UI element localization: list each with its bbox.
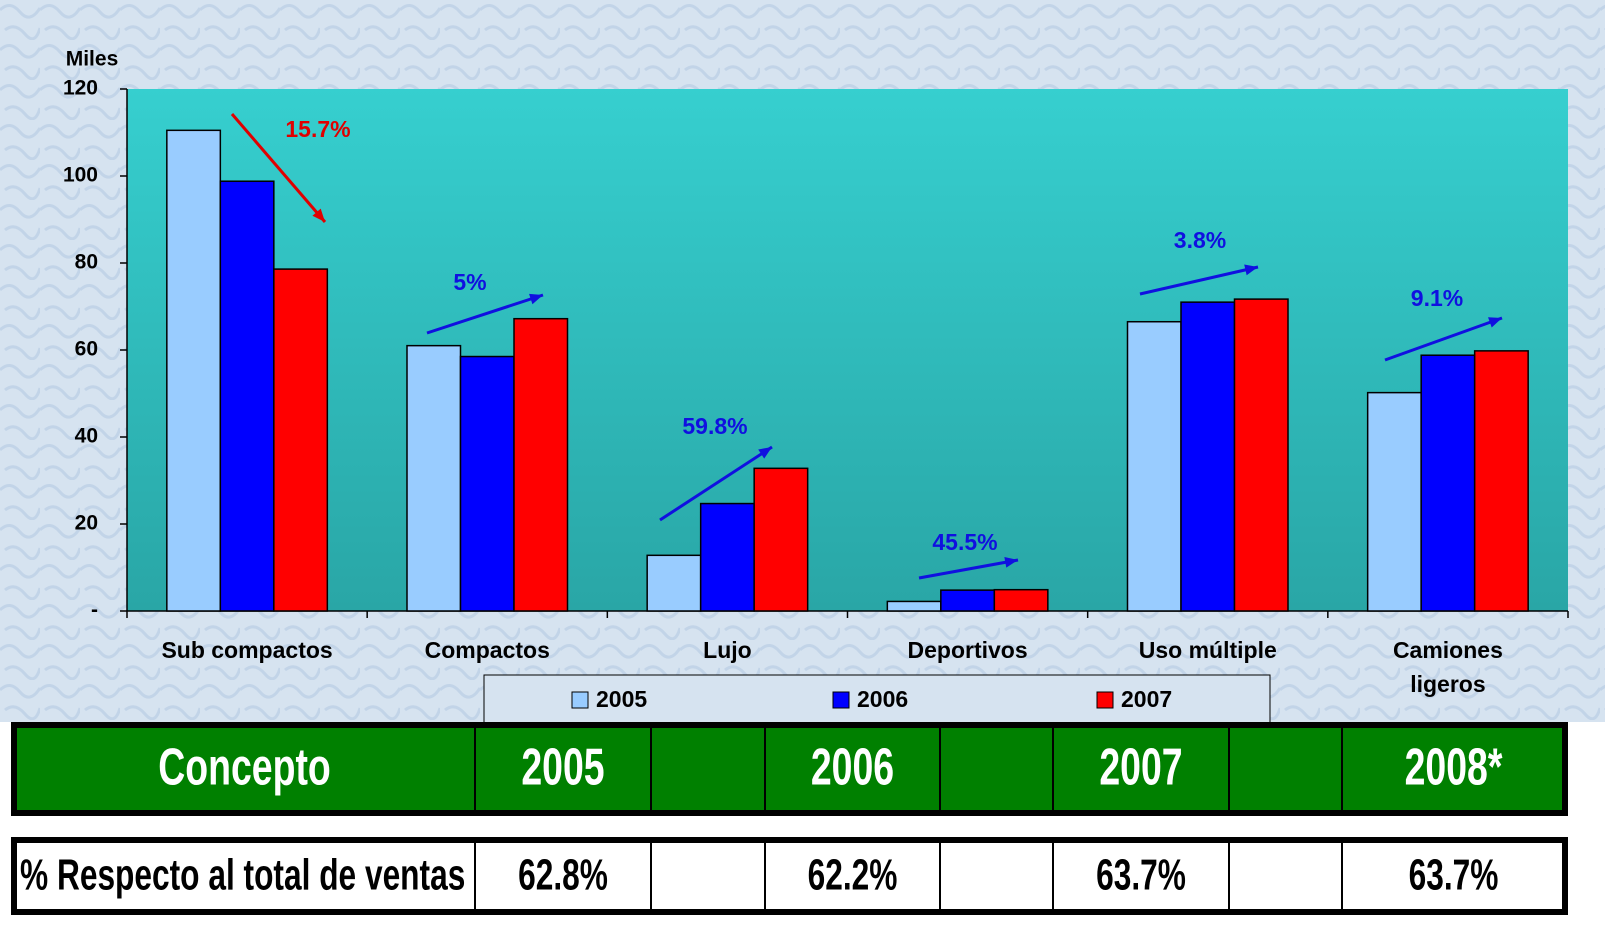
- x-tick-label-line: Camiones: [1393, 637, 1503, 663]
- y-tick-label: 80: [75, 251, 98, 274]
- bar: [459, 355, 515, 612]
- arrow-head: [1004, 556, 1018, 568]
- legend-label: 2005: [596, 686, 647, 712]
- header-cell: 2007: [1099, 738, 1182, 797]
- legend-swatch: [832, 691, 850, 709]
- x-tick-label-line: ligeros: [1410, 671, 1485, 697]
- bar: [753, 467, 809, 612]
- header-cell: 2005: [521, 738, 604, 797]
- header-cell: Concepto: [158, 738, 331, 797]
- annotation-arrow: [918, 558, 1019, 580]
- bar: [273, 268, 329, 612]
- arrow-head: [529, 293, 543, 305]
- bar: [1126, 320, 1182, 612]
- y-tick-label: -: [91, 599, 98, 622]
- header-text: Concepto: [158, 738, 331, 797]
- bar: [1366, 391, 1422, 612]
- header-text: 2007: [1099, 738, 1182, 797]
- annotation: 59.8%: [682, 413, 747, 439]
- x-tick-label: Uso múltiple: [1139, 637, 1277, 663]
- row-text: 62.2%: [808, 851, 898, 900]
- header-cell: 2008*: [1405, 738, 1503, 797]
- header-frame: [11, 722, 1568, 816]
- annotation: 5%: [453, 269, 486, 295]
- bar: [993, 588, 1049, 612]
- annotation-arrow: [1384, 316, 1503, 362]
- bar: [1233, 298, 1289, 612]
- y-tick-label: 40: [75, 425, 98, 448]
- row-cell: 62.8%: [518, 851, 608, 900]
- legend-swatch: [1096, 691, 1114, 709]
- row-text: 62.8%: [518, 851, 608, 900]
- annotation: 3.8%: [1174, 227, 1226, 253]
- bar: [219, 180, 275, 612]
- row-text: % Respecto al total de ventas: [20, 851, 465, 900]
- row-frame: [11, 837, 1568, 915]
- legend-label: 2006: [857, 686, 908, 712]
- y-unit-label: Miles: [66, 48, 119, 71]
- annotation: 9.1%: [1411, 285, 1463, 311]
- bar: [646, 554, 702, 612]
- x-tick-label: Compactos: [425, 637, 550, 663]
- row-text: 63.7%: [1096, 851, 1186, 900]
- row-cell: % Respecto al total de ventas: [20, 851, 465, 900]
- arrow-head: [758, 447, 772, 459]
- row-cell: 62.2%: [808, 851, 898, 900]
- header-text: 2005: [521, 738, 604, 797]
- y-tick-label: 60: [75, 338, 98, 361]
- bar: [1473, 350, 1529, 612]
- annotation: 45.5%: [932, 529, 997, 555]
- header-text: 2008*: [1405, 738, 1503, 797]
- row-cell: 63.7%: [1409, 851, 1499, 900]
- annotation-arrow: [426, 293, 544, 335]
- bar: [699, 502, 755, 612]
- arrow-head: [312, 208, 325, 222]
- header-cell: 2006: [811, 738, 894, 797]
- row-text: 63.7%: [1409, 851, 1499, 900]
- annotation-arrow: [1139, 265, 1259, 296]
- y-tick-label: 20: [75, 512, 98, 535]
- plot-area: [127, 89, 1568, 611]
- legend-label: 2007: [1121, 686, 1172, 712]
- x-tick-label: Lujo: [703, 637, 752, 663]
- row-cell: 63.7%: [1096, 851, 1186, 900]
- legend-swatch: [571, 691, 589, 709]
- x-tick-label: Camiones ligeros: [1393, 637, 1503, 697]
- arrow-head: [1488, 317, 1502, 328]
- bar: [1180, 301, 1236, 612]
- y-tick-label: 120: [63, 77, 98, 100]
- annotation-arrow: [230, 113, 327, 223]
- x-tick-label: Deportivos: [908, 637, 1028, 663]
- bar: [886, 600, 942, 612]
- annotation-arrow: [659, 445, 773, 522]
- annotation: 15.7%: [285, 116, 350, 142]
- x-tick-label: Sub compactos: [161, 637, 332, 663]
- header-text: 2006: [811, 738, 894, 797]
- bar: [1420, 354, 1476, 612]
- bar: [940, 589, 996, 612]
- bar: [406, 344, 462, 612]
- y-tick-label: 100: [63, 164, 98, 187]
- arrow-head: [1244, 264, 1258, 276]
- bar: [513, 317, 569, 612]
- bar: [166, 129, 222, 612]
